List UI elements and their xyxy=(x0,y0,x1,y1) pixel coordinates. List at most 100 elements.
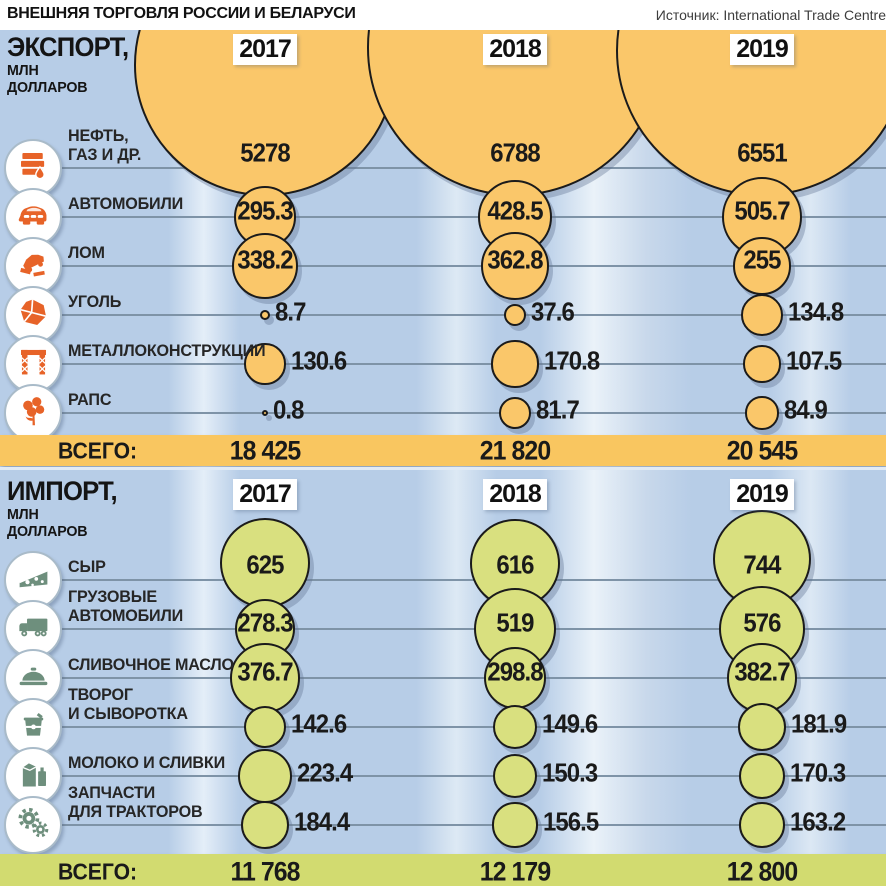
section-unit-text: МЛН xyxy=(7,506,39,523)
row-label-line: АВТОМОБИЛИ xyxy=(68,194,184,213)
truck-icon xyxy=(15,608,52,650)
bubble-value: 362.8 xyxy=(487,244,543,275)
bubble-value: 6551 xyxy=(737,137,787,168)
total-value-2018: 12 179 xyxy=(479,856,551,886)
gears-icon xyxy=(15,804,52,846)
bubble-value: 376.7 xyxy=(237,656,293,687)
bubble-export-2017-row4 xyxy=(244,343,286,385)
bubble-import-2017-row4 xyxy=(238,749,292,803)
section-title-text: ИМПОРТ, xyxy=(7,476,118,506)
row-label: ЛОМ xyxy=(68,243,105,262)
bubble-value: 156.5 xyxy=(542,806,599,837)
bubble-value: 170.8 xyxy=(543,345,600,376)
bubble-import-2018-row4 xyxy=(492,753,538,799)
row-line xyxy=(60,216,886,218)
row-label: МЕТАЛЛОКОНСТРУКЦИИ xyxy=(68,341,266,360)
bubble-import-2017-row0 xyxy=(220,518,310,608)
bubble-value: 295.3 xyxy=(237,195,293,226)
icon-circle xyxy=(4,649,62,707)
total-value-2017: 18 425 xyxy=(229,435,301,465)
bubble-import-2018-row2 xyxy=(483,646,547,710)
row-label: НЕФТЬ, ГАЗ И ДР. xyxy=(68,126,141,164)
bubble-value: 142.6 xyxy=(291,708,347,739)
bubble-export-2018-row3 xyxy=(503,303,527,327)
bubble-value: 5278 xyxy=(240,137,290,168)
total-value-2017: 11 768 xyxy=(230,856,300,886)
icon-circle xyxy=(4,384,62,442)
row-label-line: СЫР xyxy=(68,557,106,576)
scrap-metal-icon xyxy=(15,245,52,287)
row-label-line: НЕФТЬ, xyxy=(68,126,129,145)
bubble-value: 163.2 xyxy=(789,806,846,837)
icon-circle xyxy=(4,551,62,609)
row-label: УГОЛЬ xyxy=(68,292,121,311)
bubble-export-2017-row3 xyxy=(259,309,271,321)
bubble-value: 149.6 xyxy=(542,708,598,739)
bubble-export-2019-row3 xyxy=(741,294,783,336)
bubble-value: 107.5 xyxy=(785,345,842,376)
year-label-2018: 2018 xyxy=(483,34,547,65)
row-label-line: ГАЗ И ДР. xyxy=(68,145,142,164)
row-label: СЫР xyxy=(68,557,106,576)
bubble-export-2019-row4 xyxy=(743,345,781,383)
bubble-value: 8.7 xyxy=(275,296,306,327)
row-label-line: СЛИВОЧНОЕ МАСЛО xyxy=(68,655,234,674)
row-label: РАПС xyxy=(68,390,112,409)
bubble-import-2017-row5 xyxy=(240,800,290,850)
car-icon xyxy=(15,196,52,238)
year-label-2017: 2017 xyxy=(233,479,297,510)
bubble-value: 298.8 xyxy=(487,656,543,687)
bubble-value: 6788 xyxy=(490,137,540,168)
bubble-value: 505.7 xyxy=(734,195,790,226)
row-line xyxy=(60,265,886,267)
bubble-value: 81.7 xyxy=(536,394,580,425)
curd-tub-icon xyxy=(15,706,52,748)
bubble-export-2017-row2 xyxy=(231,232,299,300)
row-label-line: ТВОРОГ xyxy=(68,685,133,704)
section-title-text: ЭКСПОРТ, xyxy=(7,32,129,62)
bubble-value: 625 xyxy=(246,549,284,580)
bubble-value: 338.2 xyxy=(237,244,293,275)
coal-icon xyxy=(15,294,52,336)
bubble-value: 223.4 xyxy=(296,757,353,788)
header-bar: ВНЕШНЯЯ ТОРГОВЛЯ РОССИИ И БЕЛАРУСИ Источ… xyxy=(0,0,886,30)
row-label: ТВОРОГ И СЫВОРОТКА xyxy=(68,685,188,723)
butter-icon xyxy=(15,657,52,699)
metal-structure-icon xyxy=(15,343,52,385)
total-value-2019: 20 545 xyxy=(726,435,798,465)
row-line xyxy=(60,363,886,365)
row-label-line: ГРУЗОВЫЕ xyxy=(68,587,157,606)
bubble-import-2019-row3 xyxy=(737,702,787,752)
export-totals-bar: ВСЕГО: 18 425 21 820 20 545 xyxy=(0,435,886,466)
totals-label: ВСЕГО: xyxy=(58,437,138,463)
bubble-export-2018-row4 xyxy=(491,340,539,388)
row-label-line: РАПС xyxy=(68,390,112,409)
totals-label: ВСЕГО: xyxy=(58,858,138,884)
bubble-import-2018-row3 xyxy=(492,704,537,749)
bubble-export-2019-row1 xyxy=(721,176,803,258)
oil-barrels-icon xyxy=(15,147,52,189)
year-label-2019: 2019 xyxy=(730,34,794,65)
bubble-value: 616 xyxy=(496,549,534,580)
bubble-value: 150.3 xyxy=(542,757,598,788)
row-label-line: ДЛЯ ТРАКТОРОВ xyxy=(68,802,203,821)
row-line xyxy=(60,412,886,414)
icon-circle xyxy=(4,698,62,756)
bubble-value: 37.6 xyxy=(531,296,575,327)
row-line xyxy=(60,677,886,679)
bubble-export-2018-row5 xyxy=(498,396,532,430)
source-credit: Источник: International Trade Centre xyxy=(655,7,886,23)
row-line xyxy=(60,824,886,826)
bubble-import-2019-row5 xyxy=(739,802,785,848)
bubble-value: 84.9 xyxy=(783,394,828,425)
bubble-value: 255 xyxy=(743,244,781,275)
bubble-value: 0.8 xyxy=(273,394,304,425)
bubble-value: 184.4 xyxy=(294,806,350,837)
bubble-value: 576 xyxy=(743,607,781,638)
row-label-line: АВТОМОБИЛИ xyxy=(68,606,184,625)
row-line xyxy=(60,314,886,316)
bubble-value: 744 xyxy=(743,549,781,580)
export-section: ЭКСПОРТ, МЛН ДОЛЛАРОВ НЕФТЬ, ГАЗ И ДР. АВТОМО… xyxy=(0,30,886,467)
rapeseed-icon xyxy=(15,392,52,434)
